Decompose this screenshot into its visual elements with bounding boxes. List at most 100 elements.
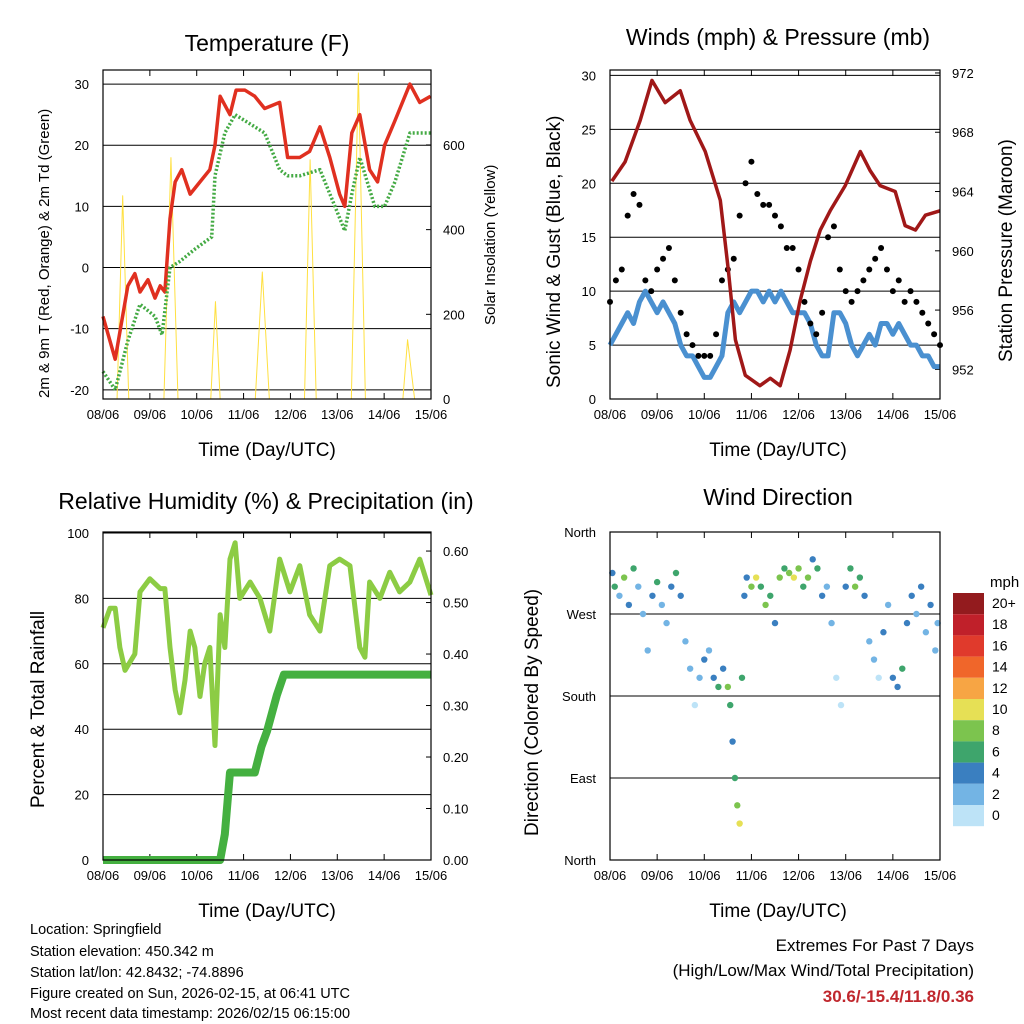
series-solar	[103, 72, 431, 400]
gust-point	[718, 277, 725, 284]
wind-dir-point	[934, 619, 941, 627]
elevation: Station elevation: 450.342 m	[30, 944, 214, 960]
gust-point	[783, 244, 790, 251]
gust-point	[665, 244, 672, 251]
wind-dir-point	[635, 583, 642, 590]
x-tick-label: 12/06	[274, 407, 307, 422]
wind-dir-point	[743, 574, 750, 581]
legend-title: mph	[990, 574, 1020, 591]
wind-dir-point	[639, 610, 647, 618]
y-tick-label: -10	[70, 322, 89, 337]
series-rh	[100, 540, 434, 749]
gust-point	[742, 180, 749, 187]
gust-point	[713, 331, 720, 338]
gust-point	[654, 266, 661, 273]
wind-dir-point	[625, 601, 633, 609]
gust-point	[919, 309, 926, 316]
wind-dir-point	[781, 565, 788, 572]
y2-tick-label: 960	[952, 244, 974, 259]
x-tick-label: 15/06	[415, 868, 448, 883]
wind-dir-point	[691, 701, 699, 709]
wind-dir-point	[903, 619, 911, 627]
legend-label: 16	[992, 637, 1008, 653]
x-tick-label: 10/06	[688, 407, 721, 422]
wind-dir-point	[696, 674, 703, 681]
gust-point	[777, 223, 784, 230]
wind-dir-point	[748, 583, 755, 590]
legend-swatch	[953, 593, 984, 615]
legend-swatch	[953, 741, 984, 763]
wind-dir-point	[715, 683, 722, 691]
wind-dir-point	[719, 665, 727, 672]
legend-label: 12	[992, 680, 1008, 696]
y-tick-label: 25	[582, 122, 596, 137]
legend-label: 2	[992, 786, 1000, 802]
legend-label: 14	[992, 659, 1008, 675]
y2-tick-label: 400	[443, 223, 465, 238]
x-tick-label: 13/06	[829, 407, 862, 422]
wind-dir-point	[814, 565, 821, 572]
wind-dir-point	[908, 592, 915, 599]
gust-point	[813, 331, 820, 338]
wind-dir-point	[828, 619, 835, 627]
extremes-subtitle: (High/Low/Max Wind/Total Precipitation)	[672, 961, 974, 980]
gust-point	[860, 277, 867, 284]
wind-dir-point	[922, 629, 930, 636]
gust-point	[883, 266, 890, 273]
wind-dir-point	[729, 738, 736, 745]
temp-y2label: Solar Insolation (Yellow)	[482, 164, 499, 325]
gust-point	[677, 309, 684, 316]
wind-dir-point	[875, 674, 882, 681]
wind-dir-point	[649, 592, 656, 599]
gust-point	[683, 331, 690, 338]
x-tick-label: 13/06	[321, 407, 354, 422]
x-tick-label: 11/06	[736, 407, 768, 422]
x-tick-label: 14/06	[877, 407, 910, 422]
wind-dir-point	[837, 701, 845, 709]
gust-point	[836, 266, 843, 273]
gust-point	[848, 298, 855, 305]
wind-dir-point	[738, 674, 746, 681]
y-tick-label: 20	[75, 788, 89, 803]
wind-dir-point	[833, 674, 840, 681]
wind-dir-point	[866, 638, 873, 645]
y2-tick-label: 968	[952, 125, 974, 140]
wind-dir-point	[894, 683, 901, 691]
x-tick-label: 15/06	[924, 868, 957, 883]
series-sonic-wind	[607, 288, 940, 380]
wind-dir-point	[620, 574, 628, 581]
legend-label: 20+	[992, 595, 1016, 611]
rh-ylabel: Percent & Total Rainfall	[28, 610, 49, 808]
legend-label: 6	[992, 743, 1000, 759]
x-tick-label: 12/06	[782, 407, 815, 422]
x-tick-label: 08/06	[594, 868, 627, 883]
x-tick-label: 10/06	[180, 868, 213, 883]
y2-tick-label: 600	[443, 138, 465, 153]
y2-tick-label: 0	[443, 392, 450, 407]
legend-label: 4	[992, 765, 1000, 781]
legend-swatch	[953, 720, 984, 742]
wind-dir-point	[884, 601, 892, 609]
legend-swatch	[953, 762, 984, 784]
gust-point	[866, 266, 873, 273]
plot-frame	[609, 531, 941, 861]
legend-label: 8	[992, 722, 1000, 738]
y-tick-label: 5	[589, 338, 596, 353]
y2-tick-label: 0.00	[443, 853, 468, 868]
extremes-values: 30.6/-15.4/11.8/0.36	[822, 987, 974, 1006]
wind-dir-point	[804, 574, 812, 581]
gust-point	[872, 255, 879, 262]
legend-swatch	[953, 677, 984, 699]
wind-dir-point	[762, 601, 769, 609]
wind-dir-point	[611, 583, 618, 590]
gust-point	[760, 201, 767, 208]
wind-dir-point	[818, 592, 826, 599]
wind-dir-point	[752, 574, 760, 581]
x-tick-label: 12/06	[274, 868, 307, 883]
wind-dir-point	[856, 574, 864, 581]
x-tick-label: 13/06	[321, 868, 354, 883]
winddir-xlabel: Time (Day/UTC)	[709, 901, 847, 922]
gust-point	[707, 352, 714, 359]
